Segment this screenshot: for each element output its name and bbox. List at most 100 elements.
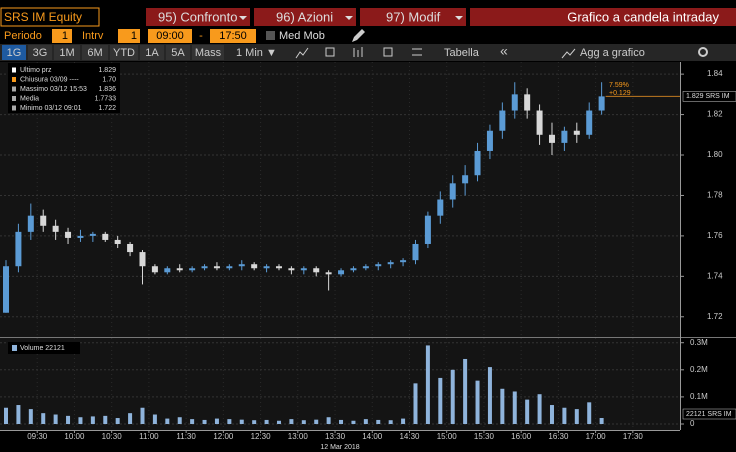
volume-bar (314, 419, 319, 424)
x-tick-label: 14:30 (399, 432, 420, 441)
tab[interactable] (28, 45, 52, 60)
field-value: 09:00 (156, 30, 184, 42)
candle-body (449, 183, 456, 200)
pencil-icon[interactable] (352, 29, 365, 42)
field[interactable] (148, 29, 192, 43)
tab-label[interactable]: 1M (59, 47, 74, 59)
settings-icon[interactable] (698, 47, 708, 57)
candle-body (89, 233, 96, 236)
button-bg[interactable] (360, 8, 466, 26)
candle-body (52, 225, 59, 232)
tool-icons[interactable] (295, 47, 422, 59)
volume-bar (413, 383, 418, 424)
collapse-button[interactable]: « (500, 43, 508, 59)
candle-body (474, 150, 481, 176)
candle-body (27, 215, 34, 232)
x-tick-label: 12:00 (213, 432, 234, 441)
volume-bar (28, 409, 33, 424)
candle-body (213, 266, 220, 269)
field[interactable] (118, 29, 140, 43)
candle-body (561, 130, 568, 143)
tab[interactable] (140, 45, 164, 60)
tab[interactable] (54, 45, 80, 60)
y-tick-label: 1.84 (707, 69, 723, 78)
legend-swatch (12, 105, 16, 111)
volume-bar (363, 419, 368, 424)
volume-bar (326, 417, 331, 424)
candle-body (102, 233, 109, 240)
volume-bar (214, 418, 219, 424)
table-button[interactable]: Tabella (444, 47, 480, 59)
x-tick-label: 17:30 (623, 432, 644, 441)
candle-body (40, 215, 47, 226)
legend-label: Media (20, 95, 39, 102)
volume-bar (103, 415, 108, 424)
tab[interactable] (166, 45, 190, 60)
tab-label[interactable]: YTD (113, 47, 135, 59)
title-bar (470, 8, 736, 26)
button-bg[interactable] (146, 8, 250, 26)
legend-value: 1.7733 (95, 95, 117, 102)
volume-bar (239, 419, 244, 424)
button[interactable]: 96) Azioni (276, 9, 333, 24)
legend-value: 1.836 (98, 86, 116, 93)
dropdown-arrow (239, 16, 463, 20)
tab-label[interactable]: 1A (145, 47, 159, 59)
volume-bar (227, 419, 232, 424)
add-button[interactable]: Agg a grafico (580, 47, 645, 59)
field-value: 1 (62, 30, 68, 42)
tab[interactable] (110, 45, 138, 60)
candle-body (350, 268, 357, 271)
x-tick-label: 16:00 (511, 432, 532, 441)
candle-body (486, 130, 493, 151)
button[interactable]: 95) Confronto (158, 9, 238, 24)
button[interactable]: 97) Modif (386, 9, 441, 24)
field-value: 17:50 (219, 30, 247, 42)
tab[interactable] (2, 45, 26, 60)
field[interactable] (210, 29, 256, 43)
field[interactable] (52, 29, 72, 43)
volume-bar (463, 358, 468, 424)
volume-bar (376, 419, 381, 424)
candle-body (598, 96, 605, 111)
tab-label[interactable]: 3G (33, 47, 48, 59)
candle-body (536, 110, 543, 135)
y-tick-label: 0.1M (690, 392, 708, 401)
candle-body (201, 266, 208, 269)
date-label: 12 Mar 2018 (320, 444, 359, 451)
tab[interactable] (192, 45, 224, 60)
candle-body (437, 199, 444, 216)
candle-body (288, 268, 295, 271)
candle-body (114, 239, 121, 244)
change-abs: +0.129 (609, 90, 631, 97)
candle-body (387, 262, 394, 265)
frequency[interactable]: 1 Min ▼ (236, 47, 277, 59)
button-bg[interactable] (254, 8, 356, 26)
volume-bar (574, 409, 579, 424)
tab-label[interactable]: 6M (87, 47, 102, 59)
label: Intrv (82, 30, 104, 42)
legend-label: Massimo 03/12 15:53 (20, 86, 87, 93)
candle-body (176, 268, 183, 271)
tab-label[interactable]: 5A (171, 47, 185, 59)
volume-bar (587, 402, 592, 424)
x-tick-label: 09:30 (27, 432, 48, 441)
candle-body (524, 94, 531, 111)
tab-label[interactable]: 1G (7, 47, 22, 59)
volume-bar (438, 377, 443, 424)
candle-body (127, 243, 134, 253)
volume-bar (339, 419, 344, 424)
y-tick-label: 0.2M (690, 365, 708, 374)
volume-bar (165, 418, 170, 424)
x-tick-label: 14:00 (362, 432, 383, 441)
candle-body (313, 268, 320, 273)
tab-label[interactable]: Mass (195, 47, 222, 59)
candle-body (338, 270, 345, 275)
tab[interactable] (82, 45, 108, 60)
volume-bar (301, 420, 306, 424)
x-tick-label: 17:00 (586, 432, 607, 441)
checkbox[interactable] (266, 31, 275, 40)
legend-swatch (12, 96, 16, 101)
security-box[interactable] (0, 7, 100, 27)
